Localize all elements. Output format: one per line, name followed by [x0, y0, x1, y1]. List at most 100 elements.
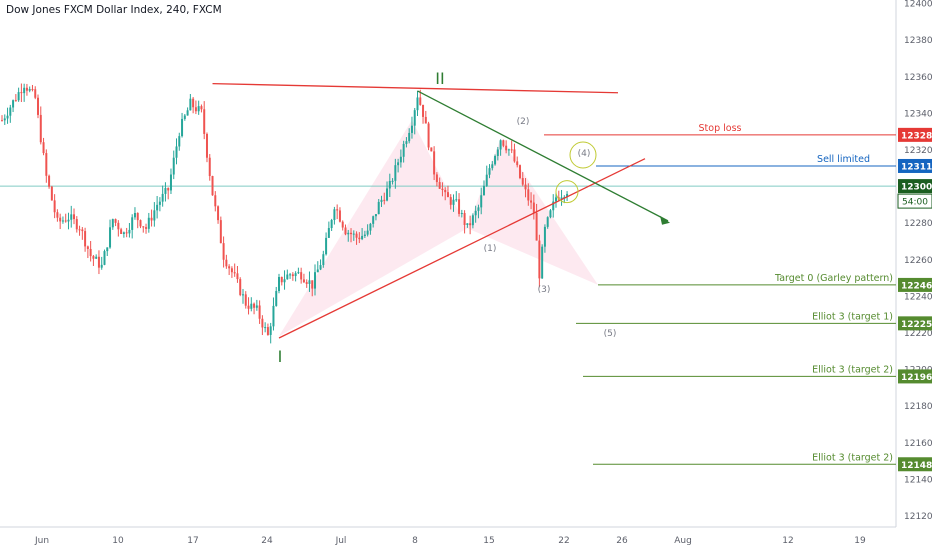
candle-body — [336, 209, 339, 211]
price-badge-target — [898, 316, 932, 331]
candle-body — [350, 232, 353, 235]
candle-body — [89, 248, 92, 257]
countdown-text: 54:00 — [902, 198, 928, 208]
candle-body — [20, 92, 23, 94]
candle-body — [458, 199, 461, 214]
candle-body — [494, 155, 497, 165]
price-badge-target — [898, 457, 932, 472]
candle-body — [352, 233, 355, 235]
candle-body — [153, 210, 156, 221]
y-tick-label: 12180 — [904, 402, 932, 412]
y-tick-label: 12320 — [904, 146, 932, 156]
candle-body — [128, 229, 131, 234]
candle-body — [466, 223, 469, 225]
projection-arrow-head — [660, 215, 670, 225]
candle-body — [333, 209, 336, 221]
x-tick-label: 12 — [782, 536, 793, 546]
candle-body — [422, 104, 425, 117]
candle-body — [463, 213, 466, 225]
candle-body — [325, 237, 328, 255]
candle-body — [48, 175, 51, 187]
candle-body — [413, 110, 416, 126]
candle-body — [9, 107, 12, 116]
candle-body — [106, 247, 109, 252]
candle-body — [6, 115, 9, 119]
y-tick-label: 12340 — [904, 109, 932, 119]
candle-body — [538, 240, 541, 279]
candle-body — [1, 120, 3, 122]
candle-body — [222, 243, 225, 260]
candle-body — [300, 272, 303, 280]
candle-body — [250, 303, 253, 309]
candle-body — [122, 232, 125, 235]
candle-body — [532, 202, 535, 213]
candle-body — [253, 303, 256, 308]
sub-wave-1-label: (1) — [484, 244, 497, 254]
candle-body — [543, 226, 546, 247]
candle-body — [264, 327, 267, 329]
sub-wave-2-label: (2) — [517, 117, 530, 127]
candle-body — [366, 230, 369, 235]
candle-body — [397, 162, 400, 166]
candle-body — [485, 174, 488, 186]
candle-body — [399, 156, 402, 163]
candle-body — [194, 107, 197, 112]
candle-body — [405, 141, 408, 144]
candle-body — [410, 125, 413, 133]
candle-body — [269, 326, 272, 335]
candle-body — [266, 327, 269, 335]
candle-body — [156, 204, 159, 211]
candle-body — [291, 274, 294, 277]
price-badge-text-target: 12148 — [901, 461, 932, 471]
candle-body — [541, 246, 544, 279]
candle-body — [402, 143, 405, 157]
candle-body — [97, 256, 100, 268]
candle-body — [383, 199, 386, 201]
candle-body — [169, 174, 172, 191]
price-badge-text-target: 12225 — [901, 320, 932, 330]
candle-body — [158, 201, 161, 205]
candle-body — [78, 229, 81, 231]
candle-body — [214, 195, 217, 207]
candle-body — [319, 265, 322, 270]
candle-body — [338, 210, 341, 222]
candle-body — [111, 219, 114, 228]
candle-body — [460, 213, 463, 215]
price-badge-stop — [898, 127, 932, 142]
candle-body — [446, 192, 449, 198]
candle-body — [524, 184, 527, 190]
candle-body — [50, 186, 53, 201]
candle-body — [172, 157, 175, 175]
candle-body — [28, 89, 31, 91]
x-tick-label: 26 — [616, 536, 628, 546]
candle-body — [219, 220, 222, 244]
pattern-fill-left — [279, 120, 468, 337]
level-label-target: Elliot 3 (target 2) — [812, 452, 893, 463]
level-label-stop: Stop loss — [699, 123, 742, 134]
candle-body — [56, 212, 59, 218]
candle-body — [103, 251, 106, 265]
candle-body — [189, 98, 192, 111]
candle-body — [95, 256, 98, 259]
candle-body — [311, 280, 314, 289]
x-tick-label: 15 — [483, 536, 494, 546]
candle-body — [388, 180, 391, 189]
candle-body — [131, 217, 134, 230]
candle-body — [435, 174, 438, 183]
candle-body — [241, 294, 244, 296]
candle-body — [507, 149, 510, 151]
candle-body — [73, 214, 76, 220]
candle-body — [516, 161, 519, 166]
candle-body — [452, 199, 455, 205]
candle-body — [200, 106, 203, 110]
candle-body — [178, 136, 181, 147]
y-tick-label: 12120 — [904, 512, 932, 522]
candle-body — [488, 168, 491, 175]
projection-arrow-line — [417, 90, 669, 222]
price-badge-text-sell: 12311 — [901, 162, 932, 172]
wave-II-label: II — [435, 69, 444, 88]
candle-body — [549, 210, 552, 218]
candle-body — [297, 272, 300, 274]
